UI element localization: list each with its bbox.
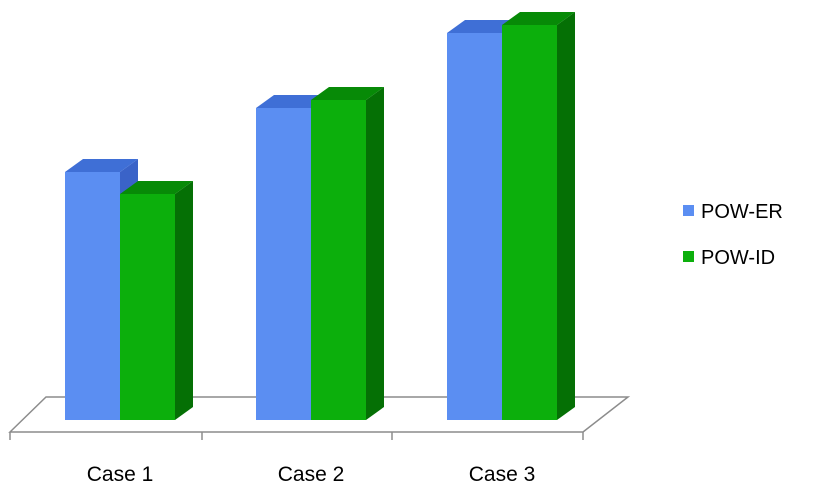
legend-label: POW-ID [701,247,775,269]
category-labels: Case 1 Case 2 Case 3 [87,463,536,486]
bar-front [120,194,175,420]
legend-swatch [683,205,694,216]
x-tick-label: Case 1 [87,463,154,486]
bar-side [366,87,384,420]
bar-front [311,100,366,420]
bar-front [447,33,502,420]
legend-item: POW-ID [683,247,775,269]
bar [502,12,575,420]
legend-label: POW-ER [701,201,783,223]
bar-top [65,159,138,172]
bar [120,181,193,420]
x-tick-label: Case 2 [278,463,345,486]
bar-top [256,95,329,108]
bar-front [502,25,557,420]
legend-item: POW-ER [683,201,783,223]
bar-top [120,181,193,194]
bar-top [311,87,384,100]
legend: POW-ER POW-ID [683,201,783,269]
bar-front [256,108,311,420]
bar-top [502,12,575,25]
bars-group [65,12,575,420]
x-tick-label: Case 3 [469,463,536,486]
bar [311,87,384,420]
bar-side [175,181,193,420]
legend-swatch [683,251,694,262]
bar-top [447,20,520,33]
bar [65,159,138,420]
bar-front [65,172,120,420]
bar-side [557,12,575,420]
